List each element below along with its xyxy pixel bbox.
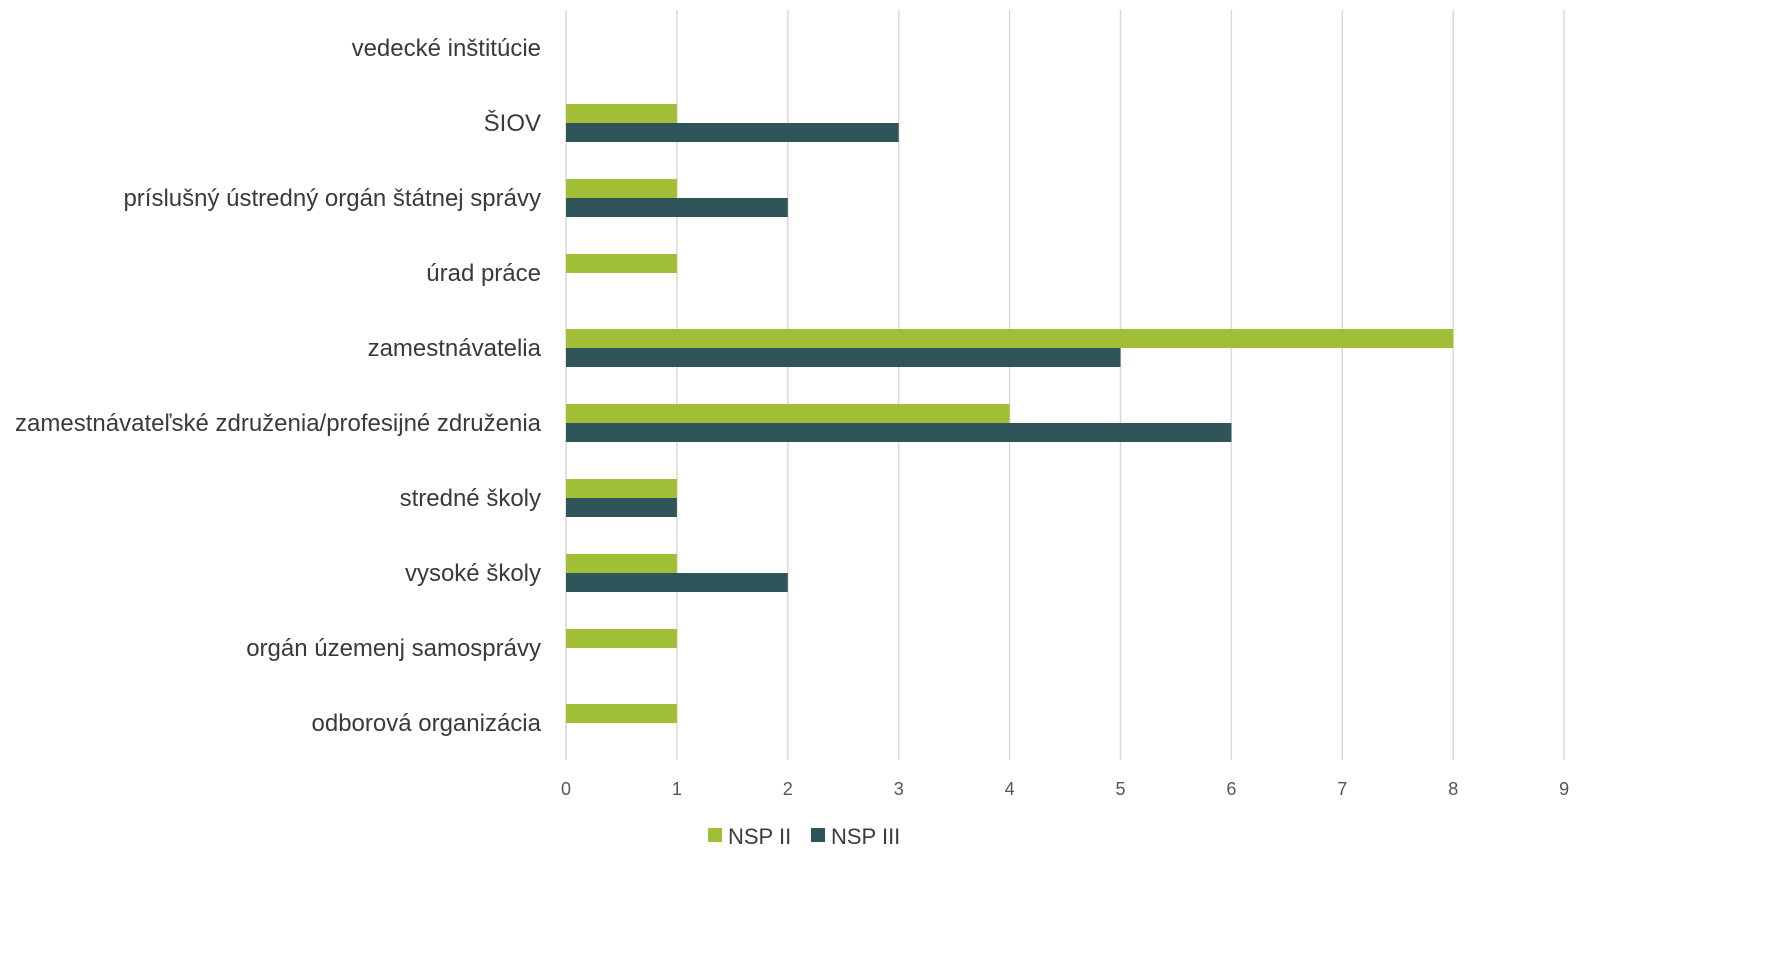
category-label: príslušný ústredný orgán štátnej správy <box>123 185 541 212</box>
x-tick-label: 0 <box>561 779 571 799</box>
category-label: vedecké inštitúcie <box>352 35 541 62</box>
category-label: stredné školy <box>400 485 541 512</box>
legend-label: NSP III <box>831 824 900 849</box>
x-tick-label: 3 <box>894 779 904 799</box>
category-label: orgán územenj samosprávy <box>246 635 541 662</box>
x-tick-label: 6 <box>1226 779 1236 799</box>
category-label: vysoké školy <box>405 560 541 587</box>
bar-nsp-iii <box>566 123 899 142</box>
x-tick-label: 1 <box>672 779 682 799</box>
category-label: zamestnávateľské združenia/profesijné zd… <box>15 410 542 437</box>
x-tick-label: 4 <box>1005 779 1015 799</box>
bar-nsp-iii <box>566 573 788 592</box>
bar-nsp-ii <box>566 629 677 648</box>
bar-nsp-ii <box>566 704 677 723</box>
category-label: odborová organizácia <box>312 710 542 737</box>
bar-nsp-iii <box>566 423 1232 442</box>
bar-nsp-ii <box>566 479 677 498</box>
bar-nsp-ii <box>566 329 1454 348</box>
x-axis-tick-labels: 0 1 2 3 4 5 6 7 8 9 <box>561 779 1569 799</box>
x-tick-label: 2 <box>783 779 793 799</box>
bar-nsp-ii <box>566 104 677 123</box>
bar-nsp-iii <box>566 198 788 217</box>
bar-nsp-iii <box>566 498 677 517</box>
legend-swatch <box>811 828 825 842</box>
legend-label: NSP II <box>728 824 791 849</box>
legend-swatch <box>708 828 722 842</box>
x-tick-label: 7 <box>1337 779 1347 799</box>
bar-nsp-ii <box>566 404 1010 423</box>
category-label: zamestnávatelia <box>368 335 542 362</box>
bar-nsp-iii <box>566 348 1121 367</box>
x-tick-label: 5 <box>1115 779 1125 799</box>
gridlines <box>565 10 1565 760</box>
category-labels: vedecké inštitúcie ŠIOV príslušný ústredný… <box>15 35 542 737</box>
x-tick-label: 8 <box>1448 779 1458 799</box>
category-label: úrad práce <box>426 260 541 287</box>
legend: NSP II NSP III <box>708 824 900 849</box>
x-tick-label: 9 <box>1559 779 1569 799</box>
bar-nsp-ii <box>566 554 677 573</box>
bars <box>566 104 1454 723</box>
category-label: ŠIOV <box>484 109 541 137</box>
bar-nsp-ii <box>566 179 677 198</box>
bar-nsp-ii <box>566 254 677 273</box>
